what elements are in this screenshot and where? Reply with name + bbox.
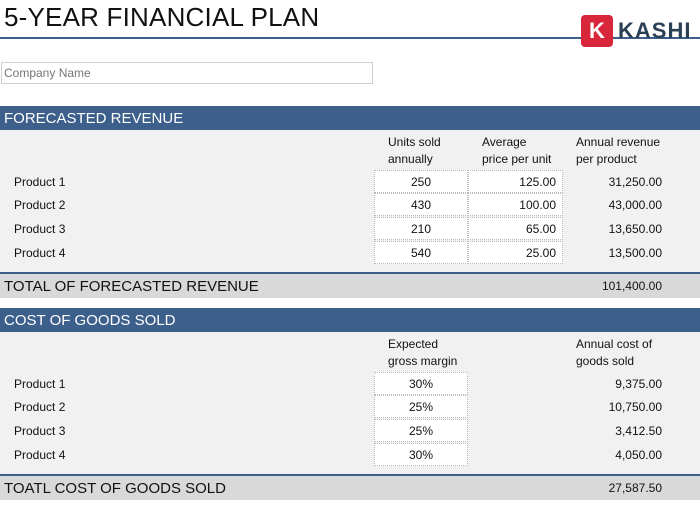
annual-cost-value: 9,375.00 <box>615 377 662 391</box>
cogs-total-label: TOATL COST OF GOODS SOLD <box>4 480 226 497</box>
gross-margin-header: Expected gross margin <box>388 337 458 368</box>
cogs-row-label: Product 1 <box>14 377 66 391</box>
margin-cell[interactable]: 30% <box>374 372 468 395</box>
title-divider <box>0 37 700 39</box>
annual-revenue-value: 43,000.00 <box>608 198 662 212</box>
company-name-input[interactable] <box>1 62 373 84</box>
revenue-section-header: FORECASTED REVENUE <box>0 106 700 130</box>
units-cell[interactable]: 250 <box>374 170 468 193</box>
cogs-row-label: Product 2 <box>14 400 66 414</box>
revenue-row-label: Product 1 <box>14 175 66 189</box>
price-cell[interactable]: 125.00 <box>468 170 563 193</box>
cogs-panel: Expected gross margin Annual cost of goods… <box>0 332 700 474</box>
kashi-logo: K KASHI <box>581 14 691 48</box>
revenue-total-label: TOTAL OF FORECASTED REVENUE <box>4 278 259 295</box>
annual-cost-value: 4,050.00 <box>615 448 662 462</box>
logo-text: KASHI <box>618 18 692 43</box>
revenue-panel: Units sold annually Average price per unit… <box>0 130 700 272</box>
annual-revenue-value: 31,250.00 <box>608 175 662 189</box>
annual-cost-value: 3,412.50 <box>615 424 662 438</box>
revenue-row-label: Product 4 <box>14 246 66 260</box>
units-cell[interactable]: 430 <box>374 193 468 216</box>
annual-cost-header: Annual cost of goods sold <box>576 337 653 368</box>
margin-cell[interactable]: 25% <box>374 419 468 442</box>
revenue-row-label: Product 3 <box>14 222 66 236</box>
cogs-row-label: Product 3 <box>14 424 66 438</box>
annual-revenue-value: 13,500.00 <box>608 246 662 260</box>
average-price-header: Average price per unit <box>482 135 552 166</box>
revenue-total-value: 101,400.00 <box>601 279 662 293</box>
margin-cell[interactable]: 30% <box>374 443 468 466</box>
units-cell[interactable]: 540 <box>374 241 468 264</box>
page-title: 5-YEAR FINANCIAL PLAN <box>4 2 320 32</box>
logo-letter: K <box>581 15 613 47</box>
cogs-row-label: Product 4 <box>14 448 66 462</box>
margin-cell[interactable]: 25% <box>374 395 468 418</box>
cogs-total-value: 27,587.50 <box>608 481 662 495</box>
annual-revenue-value: 13,650.00 <box>608 222 662 236</box>
cogs-total-row: TOATL COST OF GOODS SOLD 27,587.50 <box>0 474 700 500</box>
price-cell[interactable]: 65.00 <box>468 217 563 240</box>
price-cell[interactable]: 25.00 <box>468 241 563 264</box>
units-sold-header: Units sold annually <box>388 135 441 166</box>
annual-cost-value: 10,750.00 <box>608 400 662 414</box>
price-cell[interactable]: 100.00 <box>468 193 563 216</box>
annual-revenue-header: Annual revenue per product <box>576 135 661 166</box>
cogs-section-header: COST OF GOODS SOLD <box>0 308 700 332</box>
revenue-total-row: TOTAL OF FORECASTED REVENUE 101,400.00 <box>0 272 700 298</box>
revenue-row-label: Product 2 <box>14 198 66 212</box>
units-cell[interactable]: 210 <box>374 217 468 240</box>
